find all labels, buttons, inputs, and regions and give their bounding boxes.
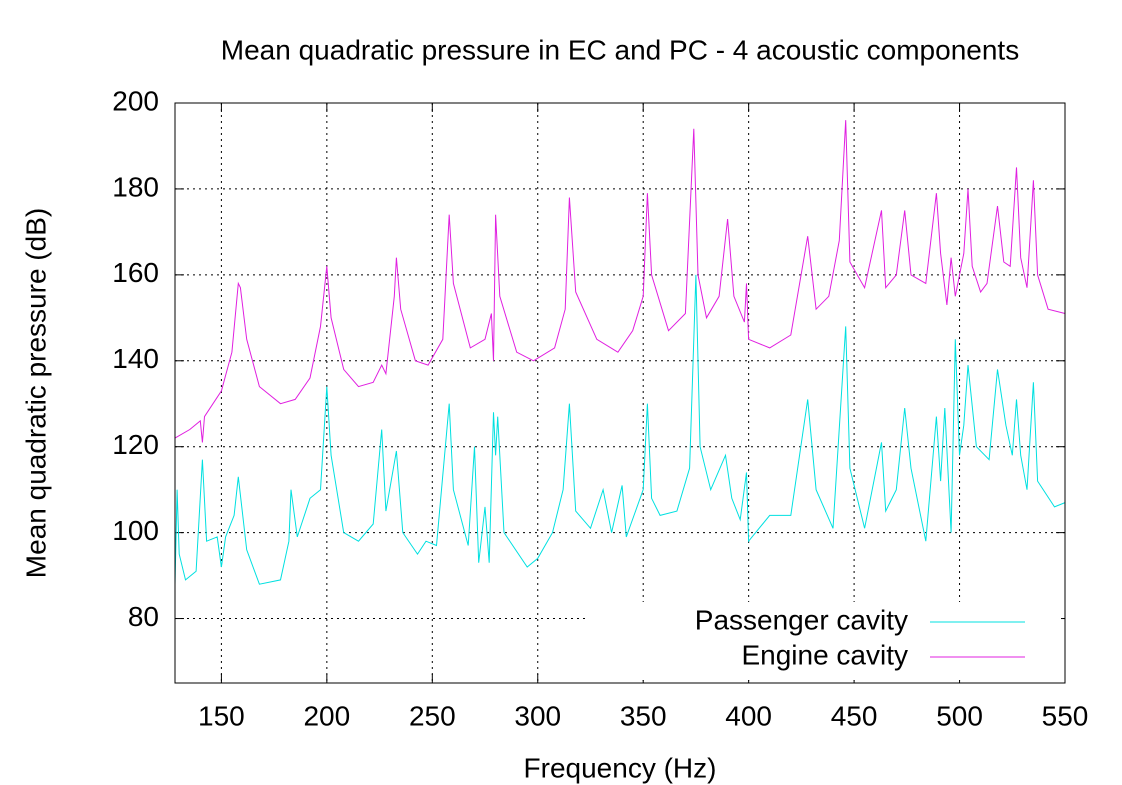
x-axis-label: Frequency (Hz) <box>524 752 717 783</box>
plot-frame <box>174 102 1066 684</box>
legend-background <box>585 602 1061 680</box>
x-tick-label: 450 <box>831 700 878 731</box>
y-tick-label: 160 <box>112 257 159 288</box>
legend-label: Engine cavity <box>741 639 908 670</box>
y-tick-label: 180 <box>112 171 159 202</box>
x-tick-label: 550 <box>1042 700 1089 731</box>
y-tick-label: 80 <box>128 601 159 632</box>
x-tick-label: 300 <box>514 700 561 731</box>
x-tick-label: 200 <box>303 700 350 731</box>
data-line <box>174 120 1066 443</box>
chart-title: Mean quadratic pressure in EC and PC - 4… <box>221 34 1019 65</box>
x-tick-label: 250 <box>409 700 456 731</box>
y-tick-label: 100 <box>112 515 159 546</box>
x-tick-label: 350 <box>620 700 667 731</box>
y-tick-label: 200 <box>112 85 159 116</box>
y-tick-label: 120 <box>112 429 159 460</box>
data-line <box>174 274 1066 585</box>
legend-label: Passenger cavity <box>695 604 908 635</box>
x-tick-label: 500 <box>936 700 983 731</box>
x-tick-label: 150 <box>198 700 245 731</box>
x-tick-label: 400 <box>725 700 772 731</box>
y-axis-label: Mean quadratic pressure (dB) <box>20 208 51 578</box>
y-tick-label: 140 <box>112 343 159 374</box>
